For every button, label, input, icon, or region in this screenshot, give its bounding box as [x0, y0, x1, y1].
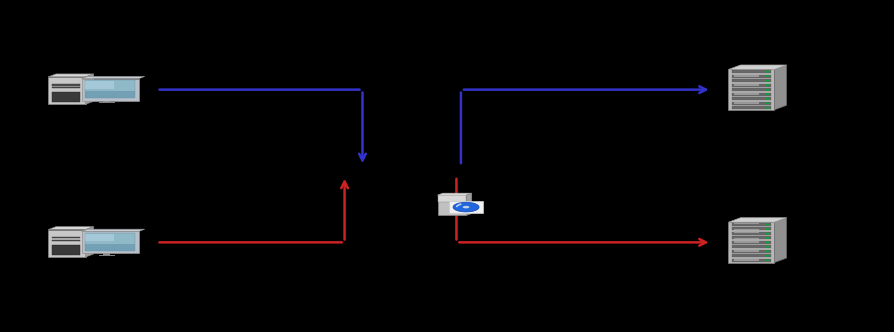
Bar [733, 94, 758, 95]
Circle shape [764, 242, 769, 243]
Bar [728, 222, 773, 263]
Bar [103, 100, 110, 102]
Circle shape [452, 202, 478, 212]
Circle shape [764, 260, 769, 261]
Bar [731, 102, 770, 105]
Circle shape [764, 71, 769, 73]
Bar [733, 232, 758, 233]
Circle shape [764, 98, 769, 100]
Circle shape [764, 84, 769, 86]
Bar [733, 102, 758, 103]
Bar [733, 241, 758, 242]
Bar [733, 103, 758, 104]
Bar [731, 75, 770, 78]
Bar [85, 81, 114, 89]
Circle shape [764, 255, 769, 257]
Circle shape [764, 246, 769, 248]
FancyBboxPatch shape [48, 230, 86, 257]
Bar [731, 245, 770, 248]
Bar [52, 240, 80, 241]
Bar [731, 254, 770, 257]
Bar [733, 223, 758, 224]
Bar [733, 85, 758, 86]
Bar [733, 76, 758, 77]
Bar [731, 250, 770, 253]
Circle shape [764, 232, 769, 234]
Bar [52, 87, 80, 88]
Bar [733, 260, 758, 261]
Polygon shape [773, 218, 786, 263]
Bar [52, 237, 80, 238]
Bar [731, 259, 770, 262]
FancyBboxPatch shape [48, 77, 86, 104]
Polygon shape [728, 218, 786, 222]
Bar [103, 253, 110, 255]
Bar [731, 70, 770, 73]
Bar [733, 75, 758, 76]
Bar [437, 195, 466, 215]
Bar [731, 106, 770, 109]
FancyBboxPatch shape [81, 79, 139, 101]
Circle shape [764, 89, 769, 91]
Bar [85, 233, 135, 251]
Bar [52, 93, 80, 102]
Circle shape [764, 80, 769, 82]
Bar [98, 255, 114, 256]
Bar [731, 241, 770, 244]
Bar [731, 79, 770, 82]
Circle shape [764, 228, 769, 230]
Bar [733, 259, 758, 260]
Polygon shape [86, 74, 93, 104]
Circle shape [764, 102, 769, 104]
Bar [733, 233, 758, 234]
Bar [733, 251, 758, 252]
Circle shape [764, 224, 769, 225]
Polygon shape [728, 65, 786, 69]
Polygon shape [437, 193, 471, 195]
Polygon shape [466, 193, 471, 215]
Bar [731, 88, 770, 91]
Bar [733, 242, 758, 243]
Bar [731, 84, 770, 87]
Bar [733, 224, 758, 225]
Bar [731, 93, 770, 96]
FancyBboxPatch shape [81, 231, 139, 253]
Bar [98, 102, 114, 103]
Polygon shape [48, 74, 93, 77]
Bar [731, 236, 770, 239]
Polygon shape [81, 76, 145, 79]
Polygon shape [773, 65, 786, 110]
Circle shape [764, 75, 769, 77]
Bar [731, 227, 770, 230]
Bar [437, 195, 466, 202]
Bar [52, 84, 80, 86]
Circle shape [764, 237, 769, 239]
Bar [731, 223, 770, 226]
Circle shape [764, 93, 769, 95]
Polygon shape [81, 229, 145, 231]
Bar [733, 84, 758, 85]
Polygon shape [48, 227, 93, 230]
Bar [733, 93, 758, 94]
Bar [731, 97, 770, 100]
Bar [728, 69, 773, 110]
Circle shape [462, 206, 469, 208]
Circle shape [764, 251, 769, 252]
Bar [85, 244, 135, 251]
Bar [733, 250, 758, 251]
Bar [449, 201, 483, 213]
Circle shape [764, 107, 769, 108]
Bar [731, 232, 770, 235]
Bar [85, 92, 135, 98]
Polygon shape [86, 227, 93, 257]
Bar [85, 234, 114, 241]
Bar [52, 245, 80, 255]
Bar [85, 80, 135, 98]
